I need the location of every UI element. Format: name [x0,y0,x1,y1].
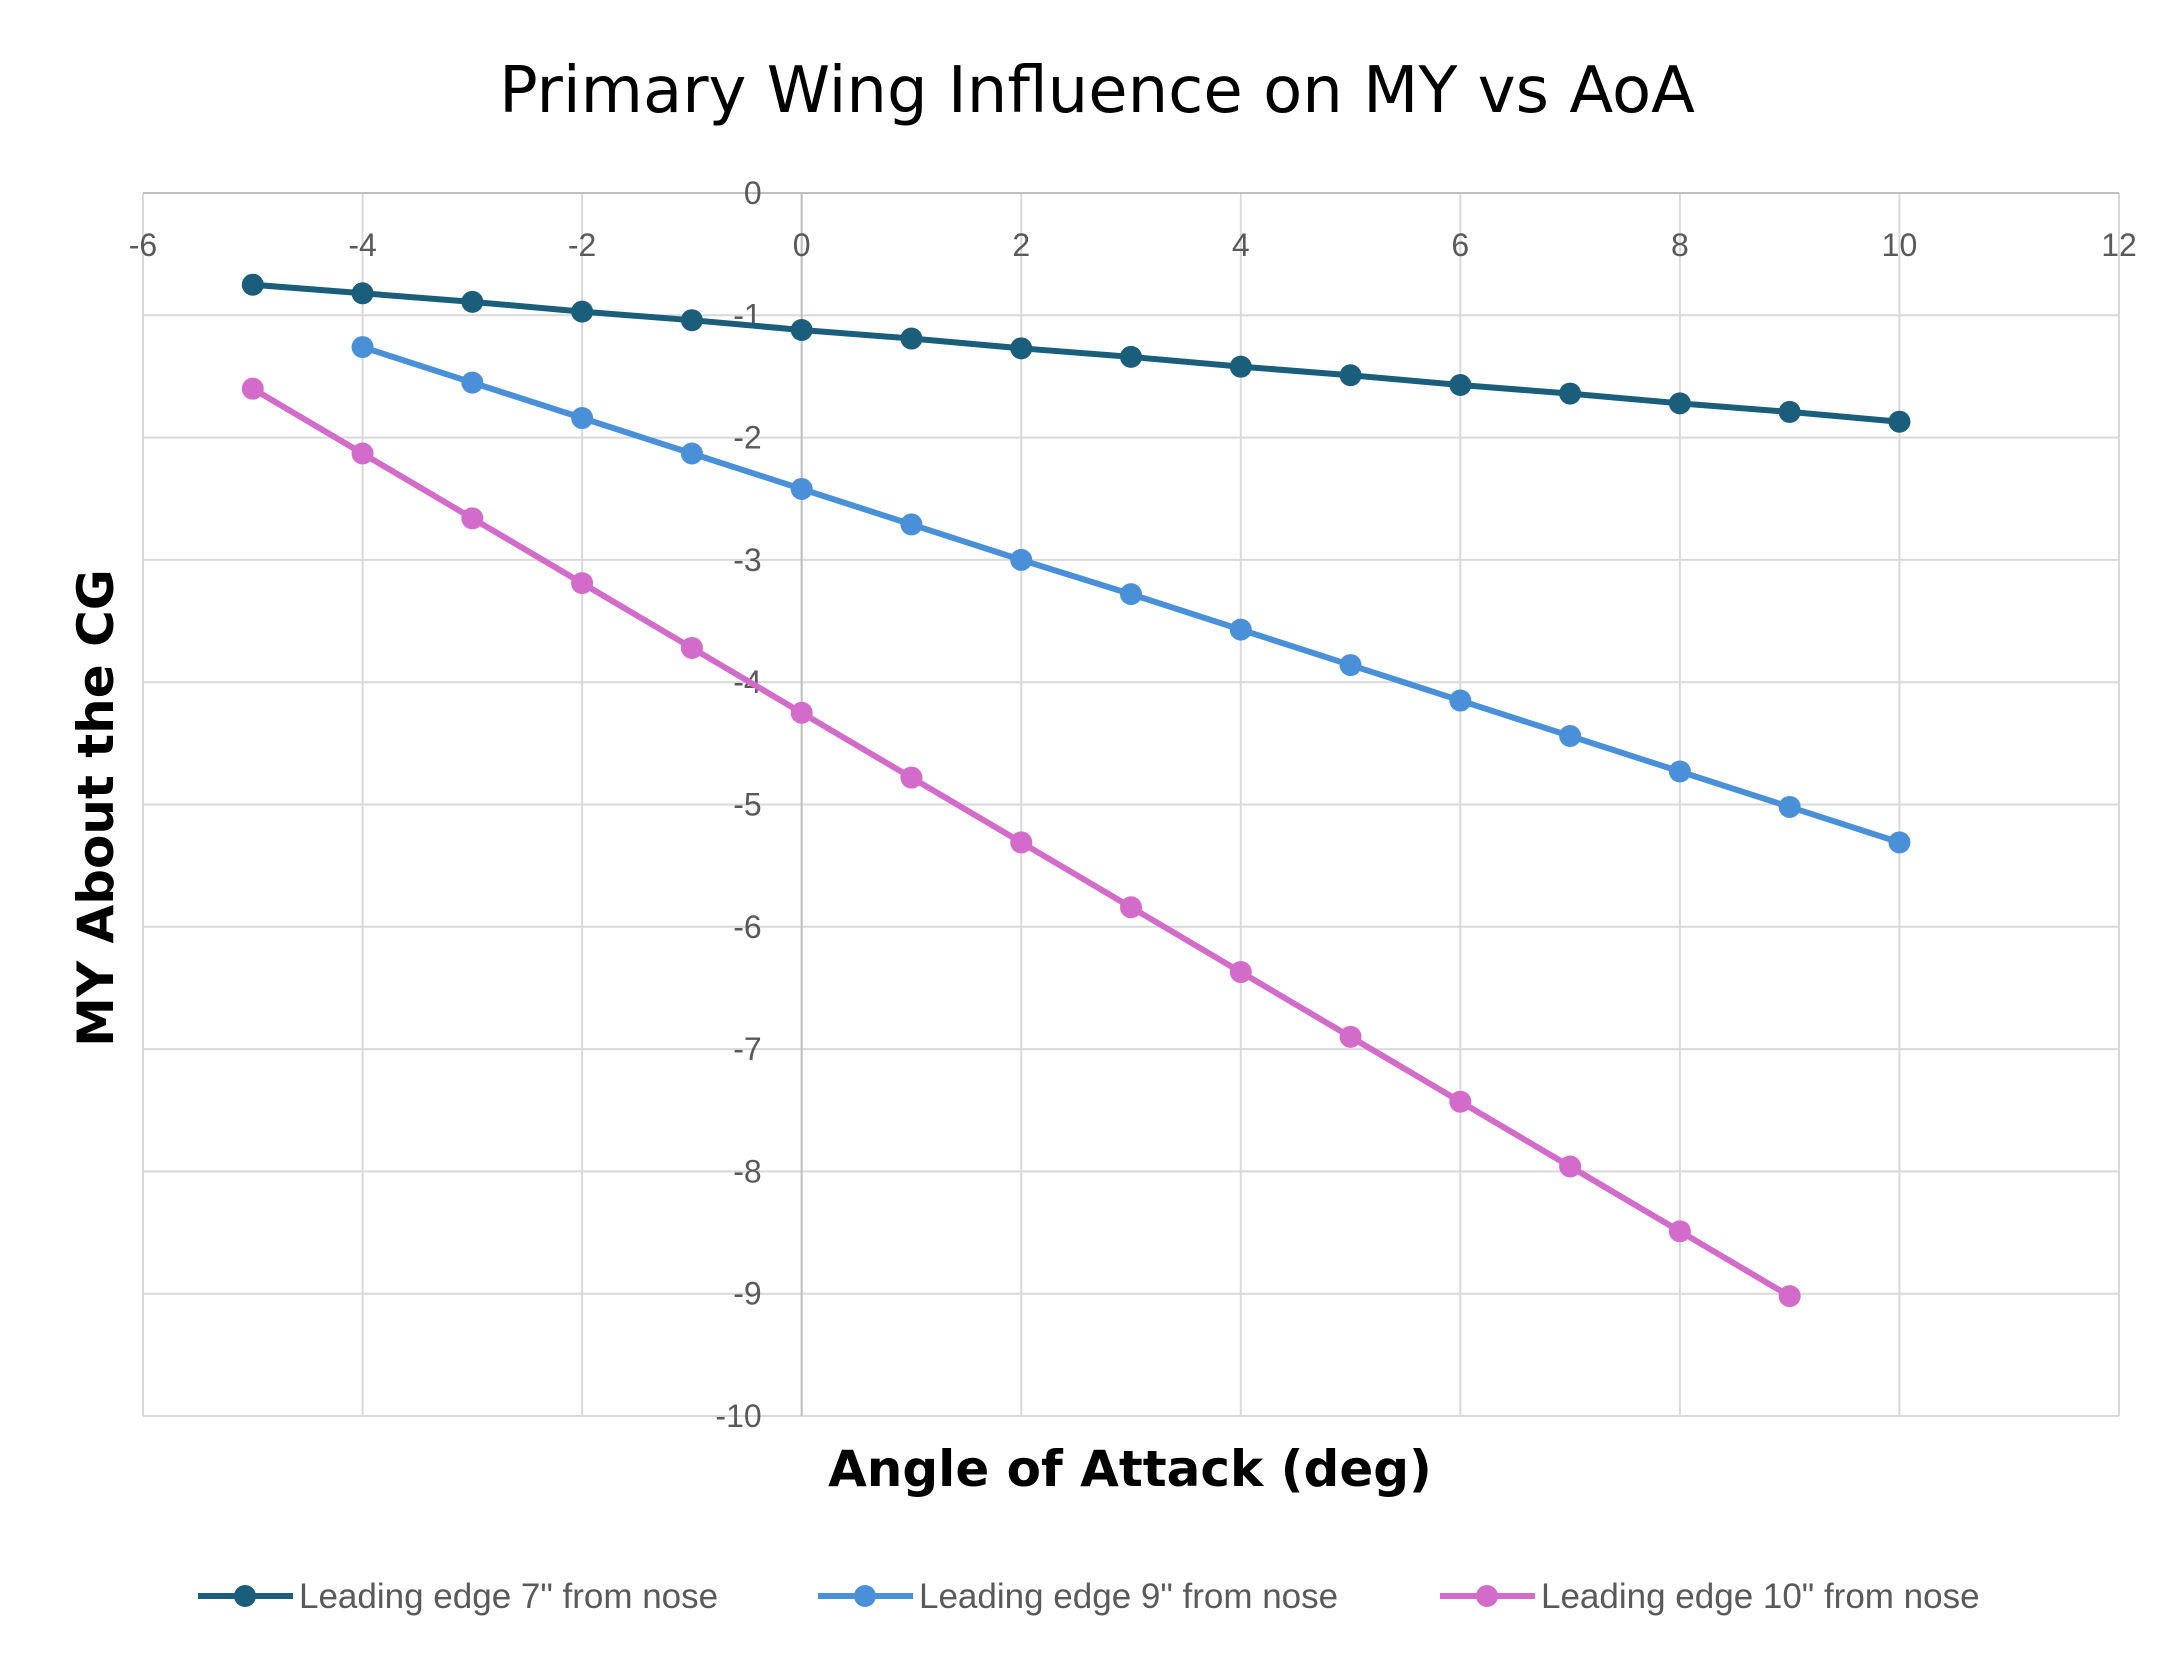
data-point [680,442,703,465]
y-axis-ticks: 0-1-2-3-4-5-6-7-8-9-10 [715,175,761,1434]
data-point [1120,345,1142,368]
data-point [1229,961,1252,984]
data-point [461,371,484,394]
data-point [1120,583,1142,606]
y-tick-label: -10 [715,1398,761,1434]
x-tick-label: 12 [2101,227,2137,263]
legend-marker [1476,1585,1498,1607]
x-tick-label: 2 [1012,227,1030,263]
series-3 [241,377,1801,1308]
data-point [1778,1285,1801,1308]
data-point [1778,400,1801,423]
data-point [1778,795,1801,818]
data-point [1449,689,1472,712]
data-point [1668,392,1691,415]
data-point [1888,410,1911,433]
data-point [241,377,264,400]
legend-label: Leading edge 10" from nose [1541,1577,1980,1616]
data-point [1120,896,1142,919]
x-axis-title: Angle of Attack (deg) [828,1440,1432,1498]
y-tick-label: -2 [733,420,761,456]
x-tick-label: -6 [129,227,157,263]
legend-item: Leading edge 9" from nose [818,1577,1338,1616]
data-point [1449,374,1472,397]
series-layer [241,273,1911,1308]
data-point [1339,364,1362,387]
x-tick-label: 8 [1671,227,1689,263]
series-line [252,281,1900,425]
data-point [1010,548,1033,571]
x-tick-label: 0 [793,227,811,263]
y-tick-label: -3 [733,542,761,578]
data-point [790,701,813,724]
x-tick-label: -2 [568,227,596,263]
y-tick-label: -5 [733,787,761,823]
data-point [1229,618,1252,641]
data-point [790,318,813,341]
data-point [351,282,374,305]
x-tick-label: 10 [1882,227,1918,263]
data-point [900,513,923,536]
data-point [1559,382,1582,405]
y-tick-label: -9 [733,1276,761,1312]
x-axis-ticks: -6 -4 -2 0 2 4 6 8 10 12 [129,227,2137,263]
legend-item: Leading edge 7" from nose [198,1577,718,1616]
data-point [1010,831,1033,854]
data-point [571,572,594,595]
y-tick-label: 0 [744,175,762,211]
series-1 [241,273,1911,433]
legend-item: Leading edge 10" from nose [1440,1577,1980,1616]
data-point [241,273,264,296]
axes [143,192,2119,1416]
data-point [1668,760,1691,783]
y-tick-label: -8 [733,1153,761,1189]
grid [142,192,2120,1417]
data-point [351,336,374,359]
data-point [571,300,594,323]
y-tick-label: -7 [733,1031,761,1067]
data-point [900,327,923,350]
legend-label: Leading edge 7" from nose [299,1577,718,1616]
data-point [1559,1155,1582,1178]
data-point [1668,1220,1691,1243]
data-point [461,290,484,313]
legend-marker [854,1585,876,1607]
series-2 [351,336,1911,854]
data-point [1339,654,1362,677]
chart-title: Primary Wing Influence on MY vs AoA [499,54,1695,128]
y-tick-label: -6 [733,909,761,945]
legend-marker [234,1585,256,1607]
data-point [900,766,923,789]
legend: Leading edge 7" from nose Leading edge 9"… [198,1577,1980,1616]
data-point [351,442,374,465]
data-point [1449,1090,1472,1113]
y-axis-title: MY About the CG [67,569,125,1047]
data-point [1888,831,1911,854]
data-point [680,636,703,659]
data-point [1010,337,1033,360]
data-point [790,477,813,500]
data-point [680,309,703,332]
x-tick-label: -4 [348,227,376,263]
data-point [1229,355,1252,378]
legend-label: Leading edge 9" from nose [919,1577,1338,1616]
data-point [571,407,594,430]
data-point [1339,1025,1362,1048]
data-point [461,507,484,530]
x-tick-label: 4 [1232,227,1250,263]
x-tick-label: 6 [1451,227,1469,263]
data-point [1559,725,1582,748]
